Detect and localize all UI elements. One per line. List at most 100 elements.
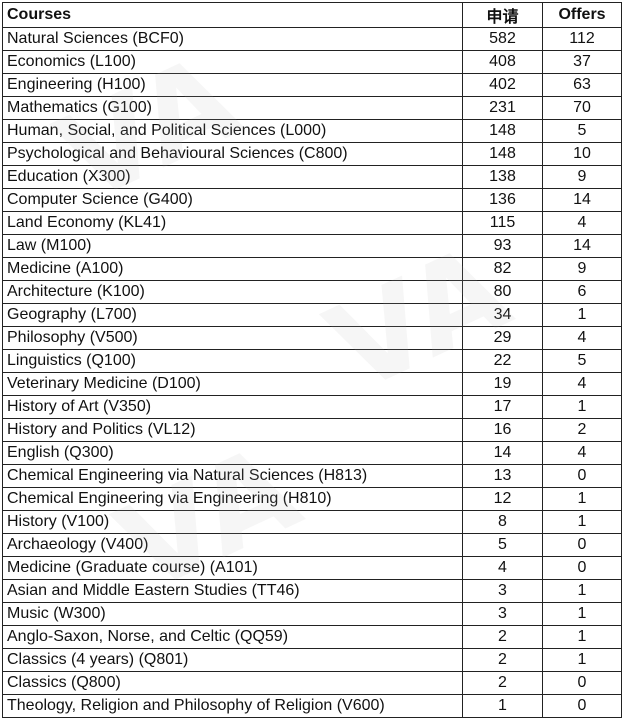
course-cell: Anglo-Saxon, Norse, and Celtic (QQ59) [2,625,463,649]
course-cell: Natural Sciences (BCF0) [2,27,463,51]
course-cell: Veterinary Medicine (D100) [2,372,463,396]
table-row: Human, Social, and Political Sciences (L… [2,119,622,143]
course-cell: Chemical Engineering via Natural Science… [2,464,463,488]
applications-cell: 2 [462,648,543,672]
applications-cell: 136 [462,188,543,212]
table-row: Theology, Religion and Philosophy of Rel… [2,694,622,718]
offers-cell: 1 [542,579,622,603]
table-row: History of Art (V350) 17 1 [2,395,622,419]
applications-cell: 231 [462,96,543,120]
table-row: Veterinary Medicine (D100) 19 4 [2,372,622,396]
offers-cell: 1 [542,395,622,419]
offers-cell: 1 [542,648,622,672]
table-row: Law (M100) 93 14 [2,234,622,258]
offers-cell: 0 [542,556,622,580]
header-row: Courses 申请 Offers [2,2,622,28]
table-row: Computer Science (G400) 136 14 [2,188,622,212]
offers-cell: 0 [542,533,622,557]
applications-cell: 8 [462,510,543,534]
course-cell: Theology, Religion and Philosophy of Rel… [2,694,463,718]
table-row: Medicine (Graduate course) (A101) 4 0 [2,556,622,580]
course-cell: Architecture (K100) [2,280,463,304]
offers-cell: 1 [542,510,622,534]
applications-cell: 2 [462,625,543,649]
offers-cell: 4 [542,211,622,235]
course-cell: History and Politics (VL12) [2,418,463,442]
table-row: Classics (4 years) (Q801) 2 1 [2,648,622,672]
table-row: Land Economy (KL41) 115 4 [2,211,622,235]
course-cell: Philosophy (V500) [2,326,463,350]
course-cell: Geography (L700) [2,303,463,327]
offers-cell: 5 [542,119,622,143]
applications-cell: 34 [462,303,543,327]
course-cell: Land Economy (KL41) [2,211,463,235]
applications-cell: 408 [462,50,543,74]
offers-cell: 1 [542,487,622,511]
applications-cell: 148 [462,119,543,143]
table-row: English (Q300) 14 4 [2,441,622,465]
course-cell: Education (X300) [2,165,463,189]
offers-cell: 1 [542,625,622,649]
table-row: Anglo-Saxon, Norse, and Celtic (QQ59) 2 1 [2,625,622,649]
offers-cell: 2 [542,418,622,442]
table-row: Natural Sciences (BCF0) 582 112 [2,27,622,51]
applications-cell: 1 [462,694,543,718]
applications-cell: 19 [462,372,543,396]
applications-cell: 3 [462,602,543,626]
offers-cell: 0 [542,464,622,488]
offers-cell: 1 [542,602,622,626]
table-row: Asian and Middle Eastern Studies (TT46) 3… [2,579,622,603]
applications-cell: 22 [462,349,543,373]
course-cell: Medicine (Graduate course) (A101) [2,556,463,580]
course-cell: History of Art (V350) [2,395,463,419]
table-row: Education (X300) 138 9 [2,165,622,189]
applications-cell: 16 [462,418,543,442]
course-cell: Archaeology (V400) [2,533,463,557]
applications-cell: 4 [462,556,543,580]
table-row: Engineering (H100) 402 63 [2,73,622,97]
applications-cell: 582 [462,27,543,51]
offers-cell: 5 [542,349,622,373]
offers-cell: 6 [542,280,622,304]
header-offers: Offers [542,2,622,28]
table-row: Archaeology (V400) 5 0 [2,533,622,557]
offers-cell: 4 [542,326,622,350]
table-row: Chemical Engineering via Engineering (H8… [2,487,622,511]
offers-cell: 4 [542,372,622,396]
applications-cell: 115 [462,211,543,235]
applications-cell: 402 [462,73,543,97]
applications-cell: 82 [462,257,543,281]
table-row: Mathematics (G100) 231 70 [2,96,622,120]
table-row: Linguistics (Q100) 22 5 [2,349,622,373]
offers-cell: 112 [542,27,622,51]
course-cell: Law (M100) [2,234,463,258]
header-applications: 申请 [462,2,543,28]
course-cell: Classics (Q800) [2,671,463,695]
applications-cell: 93 [462,234,543,258]
applications-cell: 148 [462,142,543,166]
table-row: Music (W300) 3 1 [2,602,622,626]
table-row: Chemical Engineering via Natural Science… [2,464,622,488]
offers-cell: 70 [542,96,622,120]
header-courses: Courses [2,2,463,28]
course-cell: Asian and Middle Eastern Studies (TT46) [2,579,463,603]
offers-cell: 37 [542,50,622,74]
offers-cell: 9 [542,165,622,189]
course-cell: Human, Social, and Political Sciences (L… [2,119,463,143]
offers-cell: 10 [542,142,622,166]
course-cell: Economics (L100) [2,50,463,74]
table-row: History and Politics (VL12) 16 2 [2,418,622,442]
offers-cell: 63 [542,73,622,97]
applications-cell: 17 [462,395,543,419]
course-cell: Engineering (H100) [2,73,463,97]
table-row: Psychological and Behavioural Sciences (… [2,142,622,166]
offers-cell: 14 [542,188,622,212]
table-row: Architecture (K100) 80 6 [2,280,622,304]
applications-cell: 13 [462,464,543,488]
applications-cell: 29 [462,326,543,350]
offers-cell: 14 [542,234,622,258]
offers-cell: 4 [542,441,622,465]
course-cell: Chemical Engineering via Engineering (H8… [2,487,463,511]
applications-cell: 138 [462,165,543,189]
